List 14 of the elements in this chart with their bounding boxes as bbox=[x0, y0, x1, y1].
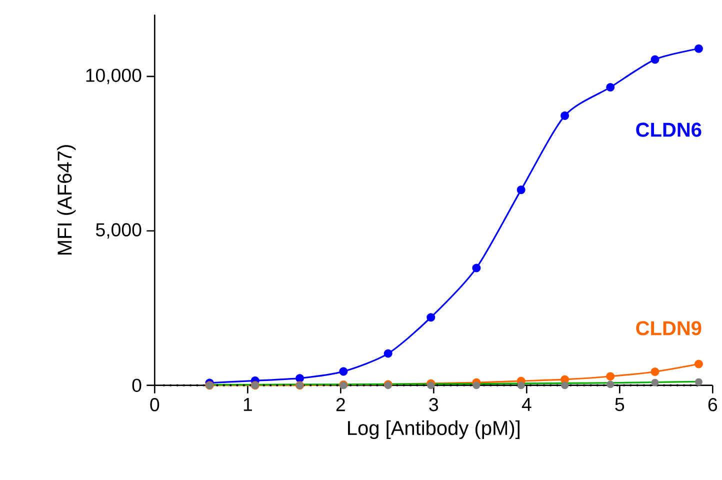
x-tick-label: 5 bbox=[615, 398, 624, 412]
y-tick-label: 10,000 bbox=[86, 68, 142, 84]
y-tick-label: 0 bbox=[132, 378, 142, 392]
x-tick-label: 4 bbox=[522, 398, 532, 411]
y-axis-title: MFI (AF647) bbox=[57, 145, 76, 254]
x-tick-label: 2 bbox=[336, 398, 345, 412]
x-tick-label: 1 bbox=[244, 398, 252, 411]
y-tick-label: 5,000 bbox=[96, 223, 142, 239]
x-tick-label: 3 bbox=[429, 398, 438, 412]
x-tick-label: 0 bbox=[150, 398, 160, 412]
x-tick-label: 6 bbox=[708, 398, 718, 412]
text: CLDN6 bbox=[636, 122, 702, 137]
x-axis-title: Log [Antibody (pM)] bbox=[348, 420, 520, 440]
series-label: CLDN9 bbox=[636, 321, 702, 336]
